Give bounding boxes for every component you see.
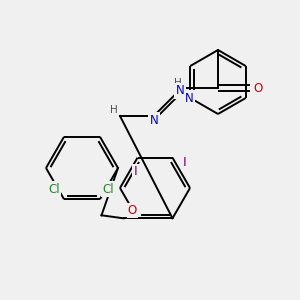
Text: Cl: Cl (48, 183, 60, 196)
Text: N: N (176, 85, 184, 98)
Text: I: I (183, 156, 186, 169)
Text: I: I (134, 165, 137, 178)
Text: N: N (185, 92, 194, 104)
Text: Cl: Cl (102, 183, 114, 196)
Text: O: O (254, 82, 262, 94)
Text: H: H (174, 78, 182, 88)
Text: O: O (128, 204, 137, 217)
Text: N: N (150, 113, 158, 127)
Text: H: H (110, 105, 118, 115)
